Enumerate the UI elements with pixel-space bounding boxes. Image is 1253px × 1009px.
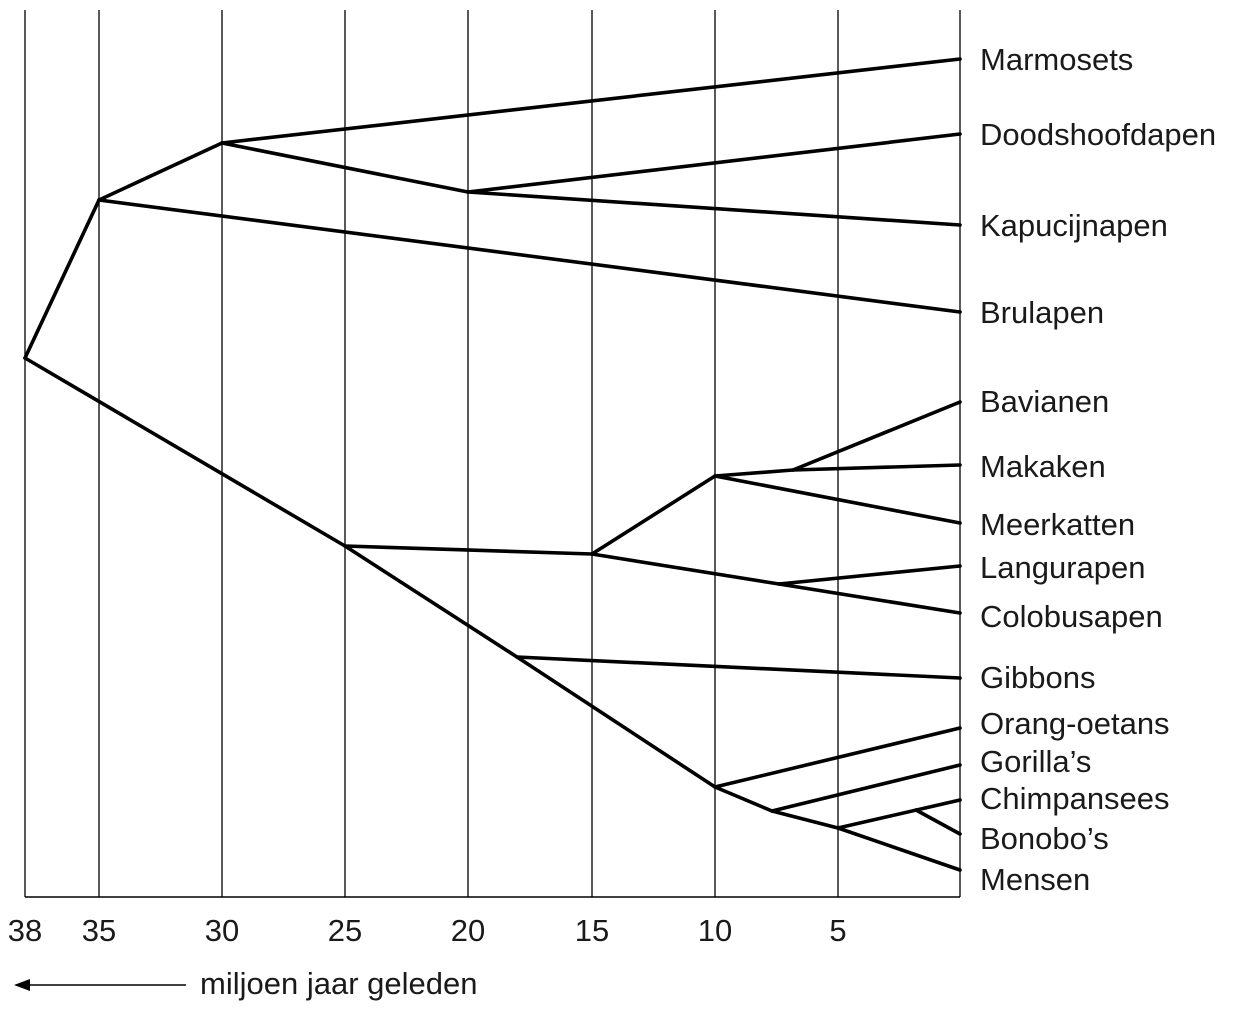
taxon-doodshoofdapen: Doodshoofdapen (980, 117, 1216, 152)
tick-label-10: 10 (698, 913, 732, 948)
branch-mensen (836, 826, 962, 872)
taxon-colobusapen: Colobusapen (980, 599, 1163, 634)
tick-label-35: 35 (82, 913, 116, 948)
time-grid (24, 10, 961, 897)
branch-marmosets (220, 57, 962, 145)
branch-bonobos (914, 808, 962, 836)
branch-node18-to-node10 (515, 655, 717, 789)
branch-kapucijnapen (466, 190, 962, 227)
time-direction: miljoen jaar geleden (14, 966, 477, 1001)
branch-makaken (791, 463, 962, 472)
branch-node15-to-node7 (590, 552, 781, 586)
left-arrow-icon (14, 979, 186, 991)
taxon-gorillas: Gorilla’s (980, 744, 1091, 779)
branch-node25-to-node15 (343, 544, 594, 556)
taxon-kapucijnapen: Kapucijnapen (980, 208, 1168, 243)
tick-label-38: 38 (8, 913, 42, 948)
taxon-bavianen: Bavianen (980, 384, 1109, 419)
branch-brulapen (97, 198, 962, 314)
branch-node10-to-node6 (713, 468, 795, 478)
branch-node5-to-chimp (836, 798, 962, 830)
branch-doodshoofdapen (466, 132, 962, 194)
branch-node8-to-node5 (770, 809, 840, 830)
taxon-meerkatten: Meerkatten (980, 507, 1135, 542)
branch-new-world-to-node30 (97, 141, 224, 202)
branch-gibbons (515, 655, 962, 680)
branch-node30-to-node20 (220, 141, 470, 194)
taxon-brulapen: Brulapen (980, 295, 1104, 330)
taxon-marmosets: Marmosets (980, 42, 1133, 77)
taxon-orang-oetans: Orang-oetans (980, 706, 1170, 741)
branch-langurapen (777, 564, 962, 586)
axis-unit-label: miljoen jaar geleden (200, 966, 477, 1001)
taxon-gibbons: Gibbons (980, 660, 1095, 695)
taxon-langurapen: Langurapen (980, 550, 1146, 585)
taxon-bonobos: Bonobo’s (980, 821, 1109, 856)
branch-colobusapen (777, 582, 962, 615)
branches (23, 57, 962, 872)
branch-gorillas (770, 763, 962, 813)
tick-label-20: 20 (451, 913, 485, 948)
branch-node25-to-node18 (343, 544, 519, 659)
branch-node10-to-node8 (713, 785, 774, 813)
taxon-chimpansees: Chimpansees (980, 781, 1170, 816)
branch-meerkatten (713, 474, 962, 525)
tick-label-30: 30 (205, 913, 239, 948)
branch-orang-oetans (713, 726, 962, 789)
taxon-makaken: Makaken (980, 449, 1106, 484)
tick-label-15: 15 (575, 913, 609, 948)
taxon-labels: Marmosets Doodshoofdapen Kapucijnapen Br… (980, 42, 1216, 897)
branch-bavianen (791, 400, 962, 472)
tick-label-5: 5 (829, 913, 846, 948)
branch-root-to-new-world (23, 198, 101, 360)
branch-root-to-old-world (23, 356, 347, 548)
branch-node15-to-node10 (590, 474, 717, 556)
taxon-mensen: Mensen (980, 862, 1090, 897)
axis-tick-labels: 38 35 30 25 20 15 10 5 (8, 913, 847, 948)
tick-label-25: 25 (328, 913, 362, 948)
